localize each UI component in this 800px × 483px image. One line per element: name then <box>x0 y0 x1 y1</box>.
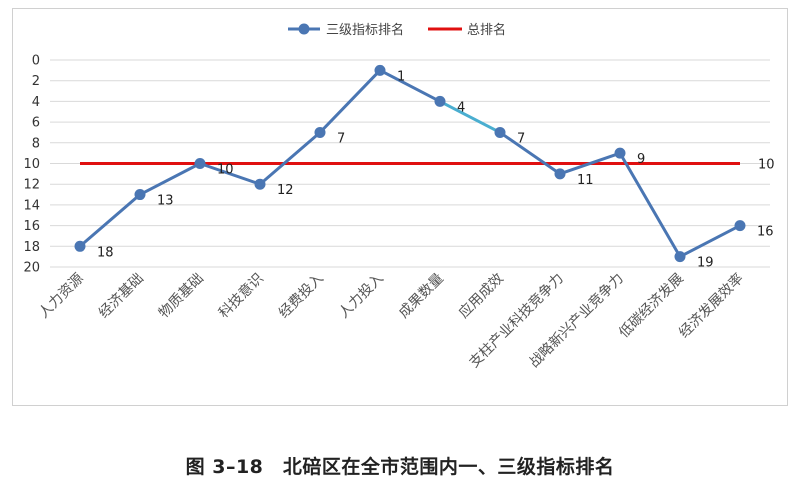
data-point <box>494 126 506 138</box>
series-segment <box>438 99 502 134</box>
legend-label: 总排名 <box>467 22 506 38</box>
figure-caption: 图 3–18 北碚区在全市范围内一、三级指标排名 <box>185 456 615 478</box>
y-tick-label: 14 <box>23 198 40 213</box>
data-point <box>434 95 446 107</box>
y-tick-label: 6 <box>32 116 40 131</box>
data-label: 16 <box>757 225 774 240</box>
x-category-label: 物质基础 <box>155 270 207 322</box>
data-point <box>554 168 566 180</box>
chart-frame <box>12 8 788 406</box>
x-category-label: 成果数量 <box>396 271 447 322</box>
data-label: 11 <box>577 173 594 188</box>
y-tick-label: 20 <box>23 261 40 276</box>
data-point <box>74 240 86 252</box>
data-label: 9 <box>637 152 645 167</box>
data-point <box>134 189 146 201</box>
x-category-label: 应用成效 <box>455 270 507 322</box>
series-segment <box>678 224 742 259</box>
data-label: 19 <box>697 256 714 271</box>
data-label: 7 <box>517 131 525 146</box>
series-segment <box>558 151 622 176</box>
x-category-label: 人力投入 <box>336 271 387 322</box>
data-point <box>254 178 266 190</box>
data-label: 12 <box>277 183 294 198</box>
y-tick-label: 10 <box>23 157 40 172</box>
series-segment <box>258 130 322 186</box>
data-point <box>614 147 626 159</box>
series-segment <box>78 193 142 248</box>
series-segment <box>318 68 382 134</box>
y-axis: 0 2 4 6 8 10 12 14 16 18 20 <box>23 54 40 276</box>
series-segment <box>378 68 442 103</box>
y-tick-label: 8 <box>32 136 40 151</box>
y-tick-label: 16 <box>23 219 40 234</box>
x-category-label: 经济发展效率 <box>675 270 746 341</box>
data-point <box>194 158 206 169</box>
data-label: 7 <box>337 131 345 146</box>
x-category-label: 人力资源 <box>36 271 87 322</box>
y-tick-label: 12 <box>23 178 40 193</box>
legend-label: 三级指标排名 <box>326 22 404 38</box>
y-tick-label: 4 <box>32 95 40 110</box>
series-segment <box>198 162 262 186</box>
x-category-label: 经济基础 <box>95 270 147 322</box>
legend: 三级指标排名 总排名 <box>288 22 506 38</box>
data-point <box>314 126 326 138</box>
gridlines <box>50 59 770 268</box>
series-segment <box>618 151 682 259</box>
x-category-label: 经费投入 <box>276 271 327 322</box>
x-axis: 人力资源 经济基础 物质基础 科技意识 经费投入 人力投入 成果数量 应用成效支柱产业科技竞争… <box>36 270 747 371</box>
data-label: 1 <box>397 69 405 84</box>
data-labels: 10 18 13 10 12 7 1 4 7 11 9 19 16 <box>97 69 775 270</box>
total-rank-end-label: 10 <box>758 158 775 173</box>
data-label: 18 <box>97 245 114 260</box>
data-label: 13 <box>157 194 174 209</box>
series-segment <box>138 162 202 197</box>
data-point <box>674 251 686 263</box>
data-label: 10 <box>217 163 234 178</box>
y-tick-label: 18 <box>23 240 40 255</box>
data-point <box>734 220 746 232</box>
data-label: 4 <box>457 100 465 115</box>
x-category-label: 科技意识 <box>215 270 267 322</box>
y-tick-label: 2 <box>32 74 40 89</box>
series-segment <box>498 130 562 176</box>
y-tick-label: 0 <box>32 54 40 69</box>
data-point <box>374 64 386 76</box>
legend-marker <box>298 23 310 35</box>
series-layer <box>74 64 746 263</box>
